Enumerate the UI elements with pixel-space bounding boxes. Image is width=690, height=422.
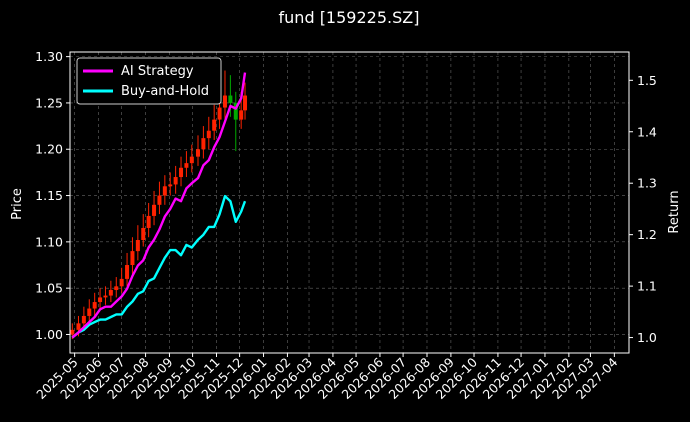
candle-body: [141, 227, 146, 241]
ai-strategy-line: [71, 72, 247, 339]
candle-body: [103, 295, 108, 298]
left-tick-label: 1.20: [35, 142, 63, 157]
candle-body: [201, 138, 206, 150]
candle-body: [206, 130, 211, 139]
candle-body: [243, 95, 248, 111]
left-axis-label: Price: [10, 188, 25, 220]
chart-title: fund [159225.SZ]: [279, 8, 420, 27]
candle-body: [125, 265, 130, 279]
candle-body: [87, 308, 92, 316]
left-tick-label: 1.05: [35, 281, 63, 296]
legend: AI Strategy Buy-and-Hold: [76, 57, 222, 105]
candle-body: [162, 186, 167, 196]
candle-body: [81, 315, 86, 324]
left-tick-label: 1.15: [35, 188, 63, 203]
right-tick-label: 1.2: [637, 227, 657, 242]
right-tick-label: 1.5: [637, 73, 657, 88]
candle-body: [233, 102, 238, 120]
candle-body: [184, 163, 189, 168]
candle-body: [212, 119, 217, 131]
right-axis-label: Return: [667, 190, 682, 233]
candle-body: [146, 215, 151, 228]
candle-body: [70, 329, 75, 335]
candle-body: [108, 290, 113, 296]
legend-label-ai-strategy: AI Strategy: [121, 64, 194, 79]
candle-body: [239, 110, 244, 120]
right-tick-label: 1.1: [637, 279, 657, 294]
candle-body: [195, 149, 200, 157]
candle-body: [135, 240, 140, 252]
candle-body: [152, 204, 157, 216]
candle-body: [179, 167, 184, 178]
candle-body: [92, 302, 97, 309]
right-axis: 1.0 1.1 1.2 1.3 1.4 1.5: [629, 73, 657, 345]
candle-body: [228, 95, 233, 103]
left-tick-label: 1.25: [35, 95, 63, 110]
left-axis: 1.00 1.05 1.10 1.15 1.20 1.25 1.30: [35, 49, 70, 342]
candle-body: [222, 95, 227, 108]
candle-body: [168, 184, 173, 187]
candle-body: [98, 297, 103, 303]
candle-body: [173, 177, 178, 185]
candle-body: [114, 286, 119, 291]
left-tick-label: 1.00: [35, 327, 63, 342]
candle-body: [130, 251, 135, 266]
candles: [70, 70, 248, 340]
plot-frame: [69, 51, 630, 354]
candle-body: [119, 278, 124, 287]
left-tick-label: 1.30: [35, 49, 63, 64]
series-lines: [71, 72, 247, 339]
candle-body: [157, 195, 162, 205]
candle-body: [76, 323, 81, 330]
left-tick-label: 1.10: [35, 234, 63, 249]
right-tick-label: 1.3: [637, 176, 657, 191]
right-tick-label: 1.0: [637, 330, 657, 345]
right-tick-label: 1.4: [637, 124, 657, 139]
legend-label-buy-and-hold: Buy-and-Hold: [121, 84, 209, 99]
candle-body: [217, 107, 222, 120]
candle-body: [189, 156, 194, 164]
buy-and-hold-line: [71, 194, 247, 339]
